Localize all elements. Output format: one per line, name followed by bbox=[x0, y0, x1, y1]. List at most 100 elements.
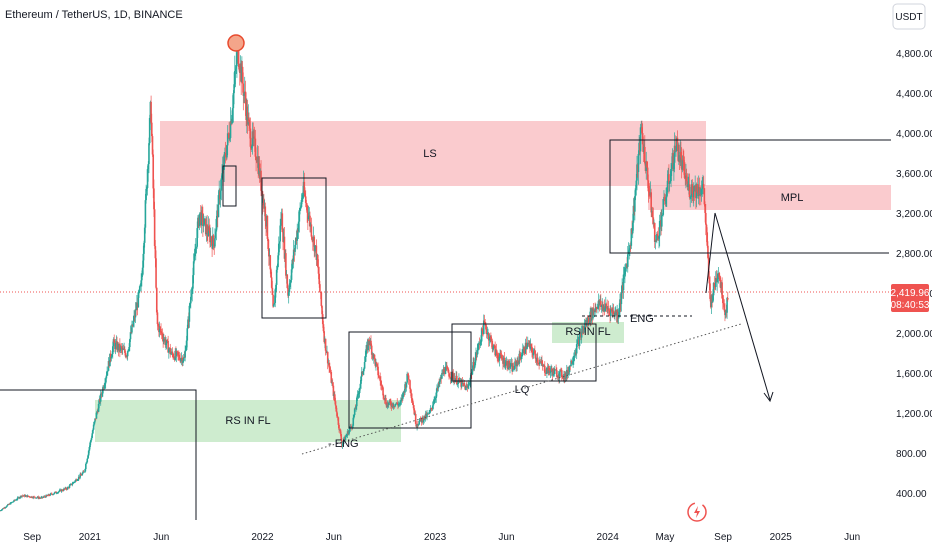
candle-body bbox=[524, 353, 526, 354]
candle-body bbox=[438, 380, 441, 385]
candle-body bbox=[668, 174, 670, 184]
candle-body bbox=[155, 258, 157, 288]
x-tick-label: Jun bbox=[326, 532, 342, 543]
candle-body bbox=[90, 437, 93, 441]
candle-body bbox=[196, 228, 198, 247]
candle-body bbox=[573, 355, 576, 358]
candle-body bbox=[81, 473, 84, 476]
candle-body bbox=[320, 292, 323, 307]
candle-body bbox=[474, 358, 477, 366]
candle-body bbox=[624, 269, 626, 275]
candle-body bbox=[434, 399, 436, 401]
candle-body bbox=[412, 405, 415, 409]
candle-body bbox=[249, 128, 252, 147]
candle-body bbox=[673, 145, 676, 163]
lightning-icon[interactable] bbox=[687, 502, 707, 522]
candle-body bbox=[83, 471, 86, 473]
candle-body bbox=[666, 180, 669, 193]
y-tick-label: 800.00 bbox=[896, 449, 927, 460]
currency-button[interactable]: USDT bbox=[892, 3, 926, 30]
candle-body bbox=[255, 156, 257, 161]
candle-body bbox=[631, 222, 634, 234]
candle-body bbox=[119, 346, 122, 351]
candle-body bbox=[473, 365, 476, 369]
label-layer: LS MPL RS IN FL RS IN FL - ENG ENG LQ Et… bbox=[5, 9, 803, 450]
candle-body bbox=[290, 279, 292, 284]
candle-body bbox=[587, 317, 590, 324]
candle-body bbox=[12, 501, 15, 503]
candle-body bbox=[324, 338, 327, 351]
candle-body bbox=[606, 306, 609, 310]
currency-button-label[interactable]: USDT bbox=[895, 12, 922, 23]
candle-body bbox=[604, 304, 607, 309]
candle-body bbox=[506, 360, 508, 368]
candle-body bbox=[283, 236, 286, 259]
x-tick-label: Sep bbox=[714, 532, 732, 543]
candle-body bbox=[461, 380, 464, 384]
candle-body bbox=[187, 319, 189, 329]
candle-body bbox=[280, 222, 282, 226]
candle-body bbox=[665, 197, 667, 204]
candle-body bbox=[422, 420, 425, 423]
candle-body bbox=[414, 413, 417, 424]
candle-body bbox=[185, 349, 187, 351]
candle-body bbox=[62, 490, 64, 492]
candle-body bbox=[719, 277, 721, 280]
candle-body bbox=[335, 405, 338, 412]
candle-body bbox=[153, 209, 156, 247]
candle-body bbox=[304, 193, 306, 197]
candle-body bbox=[400, 398, 403, 402]
candle-body bbox=[286, 274, 289, 289]
candle-body bbox=[626, 254, 629, 267]
candle-body bbox=[356, 394, 359, 398]
candle-body bbox=[509, 363, 512, 367]
candle-body bbox=[571, 362, 574, 364]
candle-body bbox=[353, 408, 356, 416]
candle-body bbox=[681, 159, 684, 170]
candle-body bbox=[241, 66, 244, 84]
candle-body bbox=[234, 68, 237, 72]
candle-body bbox=[110, 356, 113, 359]
candle-body bbox=[614, 312, 616, 317]
candle-body bbox=[635, 180, 638, 189]
candle-body bbox=[307, 212, 309, 220]
candle-body bbox=[147, 164, 150, 170]
candle-body bbox=[618, 309, 621, 315]
candle-body bbox=[183, 357, 186, 359]
candle-body bbox=[676, 137, 679, 145]
candle-body bbox=[86, 458, 89, 463]
candle-body bbox=[463, 385, 466, 386]
candle-body bbox=[701, 188, 704, 190]
candle-body bbox=[651, 211, 654, 218]
candle-body bbox=[498, 356, 501, 361]
candle-body bbox=[382, 395, 385, 398]
candle-body bbox=[482, 320, 485, 334]
candle-body bbox=[39, 497, 42, 499]
candle-body bbox=[189, 303, 191, 306]
candle-body bbox=[646, 167, 649, 181]
candle-body bbox=[683, 162, 686, 178]
candle-body bbox=[629, 245, 631, 250]
candle-body bbox=[89, 440, 92, 443]
candle-body bbox=[181, 357, 184, 364]
candle-body bbox=[281, 213, 284, 233]
candle-body bbox=[675, 150, 677, 152]
candle-body bbox=[236, 53, 238, 67]
candle-body bbox=[357, 393, 360, 395]
y-tick-label: 2,000.00 bbox=[896, 329, 932, 340]
current-price-label: 2,419.96 bbox=[891, 288, 930, 299]
candle-body bbox=[188, 305, 191, 322]
x-tick-label: Sep bbox=[23, 532, 41, 543]
candle-body bbox=[101, 393, 103, 395]
candle-body bbox=[475, 352, 477, 359]
candle-body bbox=[50, 493, 53, 495]
box-2022-range bbox=[348, 331, 472, 429]
candle-body bbox=[670, 164, 673, 172]
candle-body bbox=[374, 358, 377, 366]
candle-body bbox=[723, 304, 726, 311]
candle-body bbox=[49, 493, 52, 496]
candle-body bbox=[691, 184, 694, 194]
box-right-2024 bbox=[609, 139, 891, 254]
candle-body bbox=[122, 348, 125, 350]
